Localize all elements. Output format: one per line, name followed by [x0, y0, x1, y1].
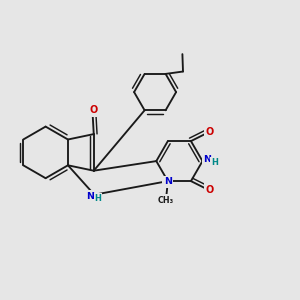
- Text: O: O: [206, 185, 214, 195]
- Text: H: H: [94, 194, 101, 203]
- Text: H: H: [211, 158, 218, 167]
- Text: N: N: [203, 155, 211, 164]
- Text: N: N: [86, 192, 94, 201]
- Text: O: O: [89, 105, 97, 115]
- Text: N: N: [164, 177, 172, 186]
- Text: O: O: [206, 128, 214, 137]
- Text: CH₃: CH₃: [158, 196, 173, 205]
